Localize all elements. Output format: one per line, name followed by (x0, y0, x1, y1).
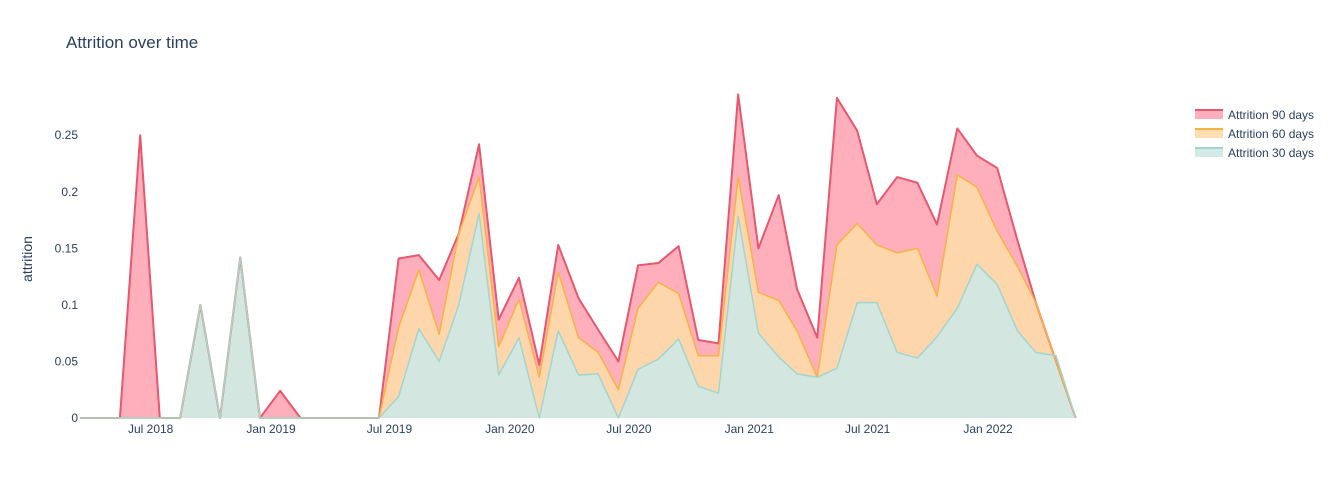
y-tick-label: 0.1 (61, 298, 78, 312)
x-tick-label: Jul 2020 (606, 422, 652, 436)
y-tick-label: 0.25 (55, 128, 79, 142)
legend-swatch (1195, 110, 1223, 119)
legend-label: Attrition 30 days (1228, 146, 1314, 160)
x-tick-label: Jul 2018 (128, 422, 174, 436)
y-tick-label: 0 (71, 411, 78, 425)
x-tick-label: Jan 2021 (725, 422, 775, 436)
legend-swatch (1195, 148, 1223, 157)
y-tick-label: 0.2 (61, 185, 78, 199)
legend-item-attrition-60-days[interactable]: Attrition 60 days (1195, 127, 1314, 141)
y-tick-label: 0.15 (55, 241, 79, 255)
legend-item-attrition-30-days[interactable]: Attrition 30 days (1195, 146, 1314, 160)
chart-title: Attrition over time (66, 33, 199, 52)
attrition-60-days-area (80, 174, 1076, 418)
attrition-30-days-area (80, 213, 1076, 418)
x-tick-label: Jan 2020 (485, 422, 535, 436)
legend-label: Attrition 60 days (1228, 127, 1314, 141)
y-tick-label: 0.05 (55, 354, 79, 368)
y-axis-title: attrition (19, 236, 35, 282)
x-tick-label: Jul 2021 (845, 422, 891, 436)
x-tick-label: Jan 2019 (246, 422, 296, 436)
x-tick-label: Jan 2022 (963, 422, 1013, 436)
x-tick-label: Jul 2019 (367, 422, 413, 436)
legend-label: Attrition 90 days (1228, 108, 1314, 122)
legend-item-attrition-90-days[interactable]: Attrition 90 days (1195, 108, 1314, 122)
legend-swatch (1195, 129, 1223, 138)
